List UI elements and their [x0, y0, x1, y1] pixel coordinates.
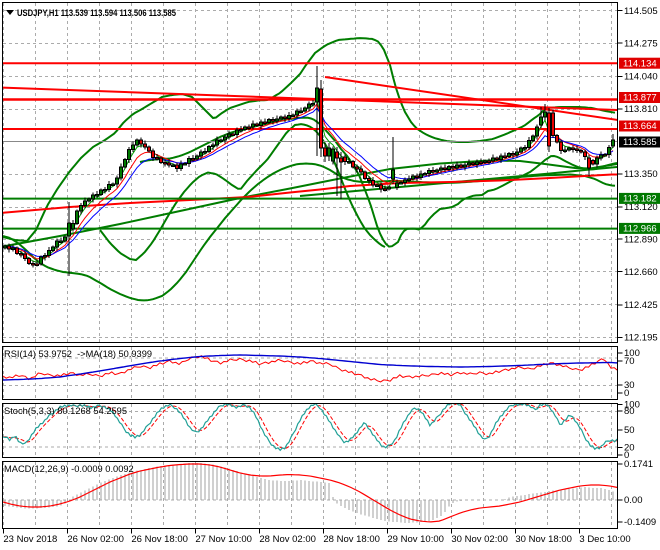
- svg-text:113.350: 113.350: [624, 169, 658, 180]
- svg-text:20: 20: [624, 443, 635, 454]
- svg-text:0: 0: [624, 388, 629, 399]
- svg-text:50: 50: [624, 425, 635, 436]
- svg-text:114.505: 114.505: [624, 6, 658, 17]
- svg-text:112.890: 112.890: [624, 234, 658, 245]
- svg-text:3 Dec 10:00: 3 Dec 10:00: [579, 534, 630, 545]
- svg-text:112.660: 112.660: [624, 267, 658, 278]
- svg-text:100: 100: [624, 400, 640, 411]
- svg-text:28 Nov 18:00: 28 Nov 18:00: [323, 534, 380, 545]
- svg-text:28 Nov 02:00: 28 Nov 02:00: [259, 534, 316, 545]
- svg-text:113.120: 113.120: [624, 202, 658, 213]
- svg-text:114.134: 114.134: [623, 58, 657, 69]
- svg-text:112.966: 112.966: [623, 224, 657, 235]
- svg-text:23 Nov 2018: 23 Nov 2018: [3, 534, 57, 545]
- svg-text:112.195: 112.195: [624, 333, 658, 344]
- svg-text:113.585: 113.585: [623, 137, 657, 148]
- svg-text:0: 0: [624, 450, 629, 461]
- svg-text:RSI(14) 53.9752 ->MA(18) 50.9: RSI(14) 53.9752 ->MA(18) 50.9399: [4, 349, 152, 359]
- svg-text:113.877: 113.877: [623, 93, 657, 104]
- svg-text:114.040: 114.040: [624, 72, 658, 83]
- svg-text:MACD(12,26,9) -0.0009 0.0092: MACD(12,26,9) -0.0009 0.0092: [4, 464, 134, 474]
- svg-text:30: 30: [624, 380, 635, 391]
- svg-text:114.275: 114.275: [624, 38, 658, 49]
- svg-text:Stoch(5,3,3) 80.1268 54.2595: Stoch(5,3,3) 80.1268 54.2595: [4, 406, 127, 416]
- svg-text:113.182: 113.182: [623, 194, 657, 205]
- svg-text:30 Nov 02:00: 30 Nov 02:00: [451, 534, 508, 545]
- svg-text:26 Nov 02:00: 26 Nov 02:00: [67, 534, 124, 545]
- svg-text:113.664: 113.664: [623, 121, 657, 132]
- svg-text:30 Nov 18:00: 30 Nov 18:00: [515, 534, 572, 545]
- svg-text:-0.1409: -0.1409: [624, 517, 656, 528]
- svg-text:0.00: 0.00: [624, 495, 643, 506]
- svg-text:26 Nov 18:00: 26 Nov 18:00: [131, 534, 188, 545]
- svg-text:80: 80: [624, 406, 635, 417]
- svg-text:27 Nov 10:00: 27 Nov 10:00: [195, 534, 252, 545]
- svg-text:113.810: 113.810: [624, 104, 658, 115]
- svg-text:112.425: 112.425: [624, 300, 658, 311]
- svg-text:70: 70: [624, 356, 635, 367]
- svg-text:100: 100: [624, 348, 640, 359]
- svg-text:29 Nov 10:00: 29 Nov 10:00: [387, 534, 444, 545]
- svg-text:0.1741: 0.1741: [624, 459, 653, 470]
- svg-text:USDJPY,H1 113.539 113.594 113.: USDJPY,H1 113.539 113.594 113.506 113.58…: [17, 8, 176, 18]
